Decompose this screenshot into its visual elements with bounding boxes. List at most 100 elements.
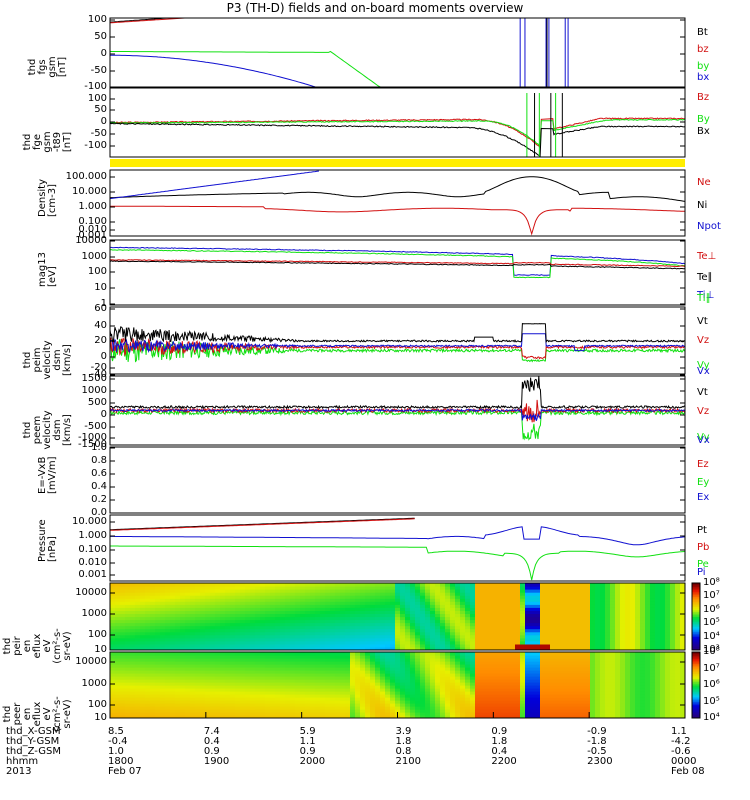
spectrogram-cell [290,619,296,624]
spectrogram-cell [585,706,591,710]
spectrogram-cell [410,700,416,704]
spectrogram-cell [435,658,441,662]
spectrogram-cell [625,622,631,627]
spectrogram-cell [580,607,586,611]
spectrogram-cell [610,676,616,680]
spectrogram-cell [500,592,506,596]
spectrogram-cell [355,616,361,621]
spectrogram-cell [155,703,161,707]
spectrogram-cell [480,661,486,665]
spectrogram-cell [185,685,191,689]
spectrogram-cell [250,673,256,677]
spectrogram-cell [210,652,216,656]
spectrogram-cell [300,589,306,593]
spectrogram-cell [385,673,391,677]
spectrogram-cell [260,709,266,713]
spectrogram-cell [325,715,331,718]
spectrogram-cell [400,700,406,704]
spectrogram-cell [625,685,631,689]
spectrogram-cell [600,601,606,605]
spectrogram-cell [310,592,316,596]
spectrogram-cell [270,586,276,590]
spectrogram-cell [660,715,666,718]
spectrogram-cell [380,688,386,692]
spectrogram-cell [630,595,636,599]
spectrogram-cell [180,595,186,599]
spectrogram-cell [180,685,186,689]
spectrogram-cell [560,640,566,645]
spectrogram-cell [275,607,281,611]
spectrogram-cell [645,673,651,677]
spectrogram-cell [245,700,251,704]
spectrogram-cell [525,712,531,716]
spectrogram-cell [320,643,326,648]
spectrogram-cell [150,613,156,618]
spectrogram-cell [550,640,556,645]
spectrogram-cell [320,647,326,650]
spectrogram-cell [640,640,646,645]
spectrogram-cell [590,583,596,587]
spectrogram-cell [425,589,431,593]
spectrogram-cell [575,647,581,650]
spectrogram-cell [270,622,276,627]
spectrogram-cell [155,664,161,668]
spectrogram-cell [625,634,631,639]
spectrogram-cell [305,622,311,627]
spectrogram-cell [470,712,476,716]
spectrogram-cell [210,685,216,689]
spectrogram-cell [465,592,471,596]
spectrogram-cell [330,595,336,599]
spectrogram-cell [355,647,361,650]
spectrogram-cell [565,595,571,599]
spectrogram-cell [410,661,416,665]
spectrogram-cell [445,625,451,630]
spectrogram-cell [125,601,131,605]
spectrogram-cell [580,697,586,701]
spectrogram-cell [390,685,396,689]
spectrogram-cell [340,613,346,618]
spectrogram-cell [190,616,196,621]
spectrogram-cell [390,619,396,624]
spectrogram-cell [640,679,646,683]
spectrogram-cell [470,586,476,590]
spectrogram-cell [250,640,256,645]
spectrogram-cell [570,691,576,695]
spectrogram-cell [185,652,191,656]
spectrogram-cell [275,592,281,596]
spectrogram-cell [270,661,276,665]
spectrogram-cell [330,685,336,689]
spectrogram-cell [265,712,271,716]
spectrogram-cell [150,628,156,633]
spectrogram-cell [300,658,306,662]
spectrogram-cell [220,667,226,671]
spectrogram-cell [210,643,216,648]
spectrogram-cell [580,676,586,680]
spectrogram-cell [580,640,586,645]
spectrogram-cell [605,673,611,677]
spectrogram-cell [195,592,201,596]
spectrogram-cell [365,697,371,701]
spectrogram-cell [640,643,646,648]
spectrogram-cell [525,652,531,656]
spectrogram-cell [245,688,251,692]
spectrogram-cell [630,589,636,593]
spectrogram-cell [495,586,501,590]
spectrogram-cell [550,647,556,650]
spectrogram-cell [455,715,461,718]
spectrogram-cell [590,616,596,621]
spectrogram-cell [320,700,326,704]
spectrogram-cell [560,616,566,621]
spectrogram-cell [540,706,546,710]
spectrogram-cell [495,679,501,683]
spectrogram-cell [355,709,361,713]
spectrogram-cell [425,673,431,677]
spectrogram-cell [390,661,396,665]
spectrogram-cell [590,631,596,636]
spectrogram-cell [525,688,531,692]
spectrogram-cell [550,613,556,618]
spectrogram-cell [135,616,141,621]
spectrogram-cell [235,703,241,707]
spectrogram-cell [120,658,126,662]
spectrogram-cell [665,595,671,599]
spectrogram-cell [645,613,651,618]
